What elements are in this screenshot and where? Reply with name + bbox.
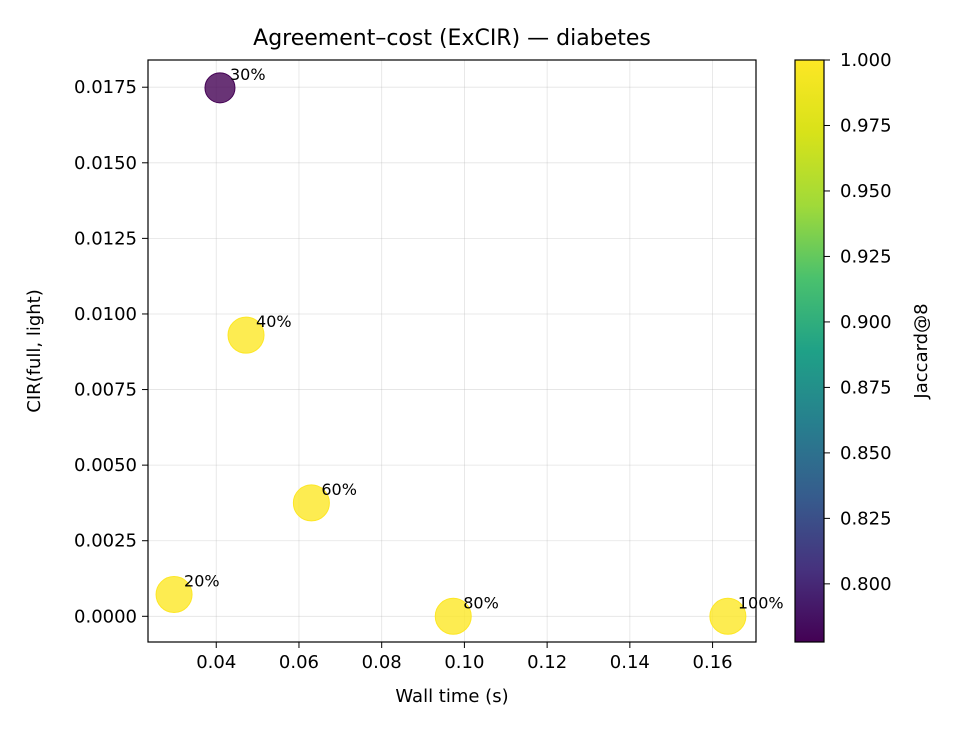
colorbar-tick-label: 0.850 xyxy=(840,443,892,464)
x-tick-label: 0.12 xyxy=(527,652,567,673)
x-tick-label: 0.06 xyxy=(279,652,319,673)
colorbar: 0.800 0.825 0.850 0.875 0.900 0.925 0.950 0.975… xyxy=(794,50,932,643)
colorbar-tick-label: 0.975 xyxy=(840,115,892,136)
colorbar-tick-label: 1.000 xyxy=(840,50,892,71)
point-label: 30% xyxy=(230,65,266,84)
chart-title: Agreement–cost (ExCIR) — diabetes xyxy=(253,26,651,51)
data-point xyxy=(227,316,265,354)
data-point xyxy=(434,597,472,635)
y-tick-label: 0.0125 xyxy=(74,228,137,249)
colorbar-ticks: 0.800 0.825 0.850 0.875 0.900 0.925 0.950 0.975… xyxy=(824,50,892,595)
x-tick-label: 0.14 xyxy=(610,652,650,673)
y-tick-label: 0.0075 xyxy=(74,380,137,401)
point-label: 60% xyxy=(321,480,357,499)
point-label: 100% xyxy=(738,593,784,612)
grid xyxy=(148,60,756,642)
colorbar-tick-label: 0.925 xyxy=(840,246,892,267)
point-label: 80% xyxy=(463,593,499,612)
data-points: 20% 30% 40% 60% 80% 100% xyxy=(155,65,784,635)
colorbar-label: Jaccard@8 xyxy=(911,303,932,399)
y-tick-label: 0.0175 xyxy=(74,77,137,98)
y-tick-label: 0.0100 xyxy=(74,304,137,325)
x-tick-label: 0.04 xyxy=(196,652,236,673)
colorbar-tick-label: 0.875 xyxy=(840,377,892,398)
point-label: 40% xyxy=(256,312,292,331)
colorbar-tick-label: 0.950 xyxy=(840,181,892,202)
x-axis-label: Wall time (s) xyxy=(395,686,508,707)
x-tick-label: 0.08 xyxy=(362,652,402,673)
x-axis: 0.04 0.06 0.08 0.10 0.12 0.14 0.16 xyxy=(196,642,733,673)
x-tick-label: 0.10 xyxy=(444,652,484,673)
y-tick-label: 0.0150 xyxy=(74,153,137,174)
point-label: 20% xyxy=(184,572,220,591)
data-point xyxy=(292,484,330,522)
colorbar-tick-label: 0.800 xyxy=(840,574,892,595)
y-axis-label: CIR(full, light) xyxy=(24,289,45,413)
y-tick-label: 0.0050 xyxy=(74,455,137,476)
data-point xyxy=(155,576,193,614)
colorbar-tick-label: 0.900 xyxy=(840,312,892,333)
y-tick-label: 0.0000 xyxy=(74,606,137,627)
data-point xyxy=(709,597,747,635)
data-point xyxy=(204,72,236,104)
colorbar-tick-label: 0.825 xyxy=(840,508,892,529)
x-tick-label: 0.16 xyxy=(693,652,733,673)
y-axis: 0.0000 0.0025 0.0050 0.0075 0.0100 0.0125 0.01… xyxy=(74,77,148,627)
y-tick-label: 0.0025 xyxy=(74,531,137,552)
plot-frame xyxy=(147,59,757,643)
colorbar-gradient xyxy=(794,59,825,643)
